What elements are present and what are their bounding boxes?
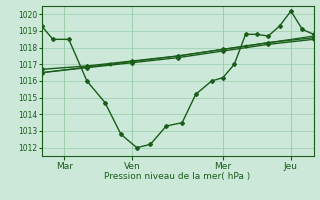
X-axis label: Pression niveau de la mer( hPa ): Pression niveau de la mer( hPa ) — [104, 172, 251, 181]
